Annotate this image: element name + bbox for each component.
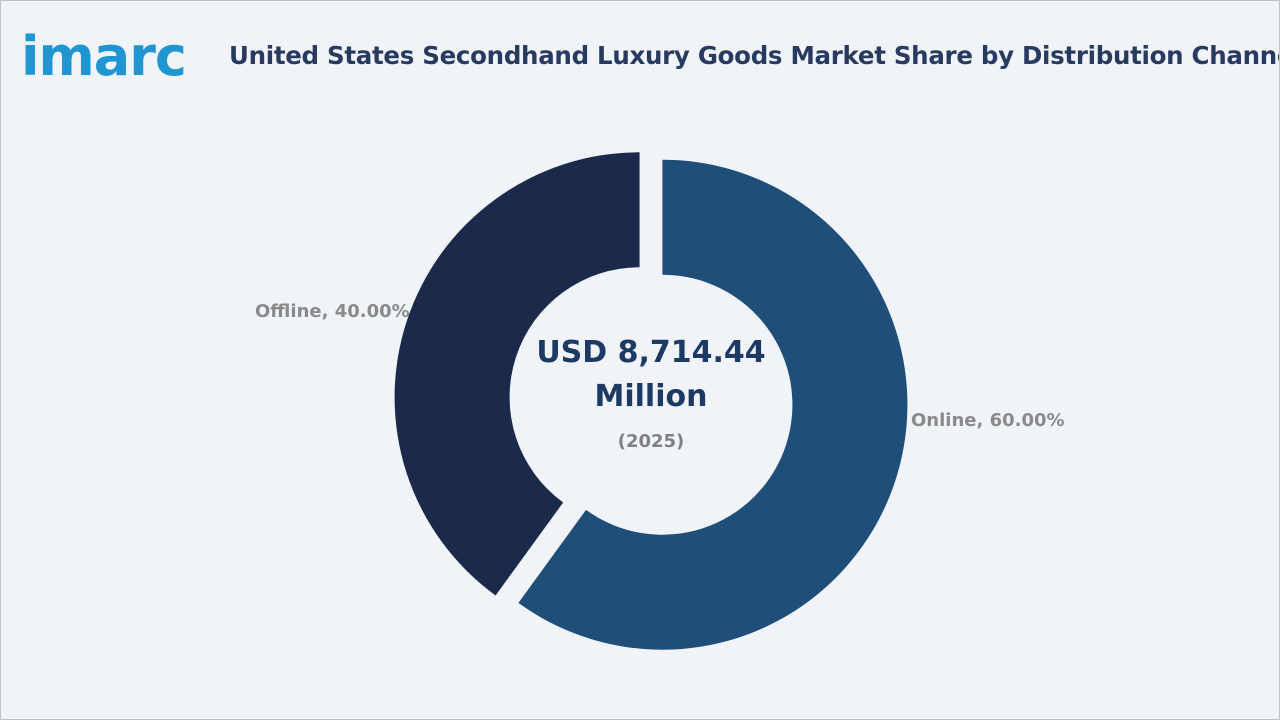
market-value-line1: USD 8,714.44 bbox=[536, 335, 766, 370]
svg-text:imarc: imarc bbox=[21, 25, 186, 81]
market-year: (2025) bbox=[617, 431, 685, 452]
donut-center-label: USD 8,714.44 Million (2025) bbox=[521, 331, 781, 452]
slice-label-offline: Offline, 40.00% bbox=[255, 301, 410, 322]
donut-slice-offline bbox=[394, 152, 640, 596]
donut-slice-online bbox=[518, 159, 908, 650]
imarc-logo: imarc bbox=[21, 25, 187, 81]
market-value-line2: Million bbox=[594, 379, 708, 414]
slice-label-online: Online, 60.00% bbox=[911, 410, 1065, 431]
chart-title: United States Secondhand Luxury Goods Ma… bbox=[229, 41, 1280, 70]
